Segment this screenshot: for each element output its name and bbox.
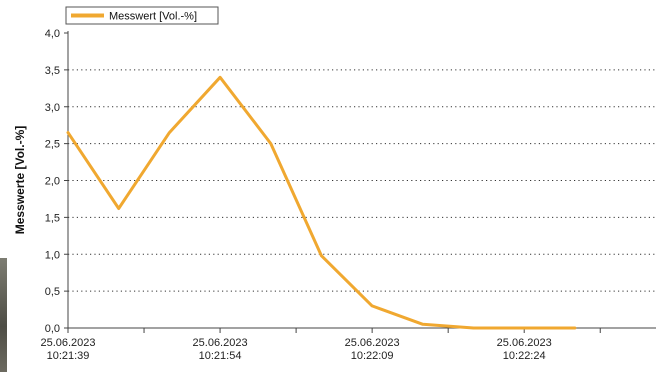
x-tick-date: 25.06.2023	[345, 337, 400, 349]
grid-lines	[68, 69, 656, 292]
series-line	[66, 75, 577, 330]
y-tick-label: 1,0	[45, 249, 60, 261]
y-tick-label: 1,5	[45, 212, 60, 224]
y-tick-label: 2,0	[45, 176, 60, 188]
y-tick-label: 2,5	[45, 139, 60, 151]
y-tick-label: 0,0	[45, 323, 60, 335]
legend-label: Messwert [Vol.-%]	[109, 11, 197, 23]
y-tick-label: 4,0	[45, 28, 60, 40]
y-axis-label: Messwerte [Vol.-%]	[13, 126, 27, 234]
x-tick-date: 25.06.2023	[497, 337, 552, 349]
y-tick-label: 3,5	[45, 65, 60, 77]
x-tick-time: 10:22:24	[503, 350, 546, 362]
x-tick-time: 10:22:09	[351, 350, 394, 362]
x-tick-date: 25.06.2023	[40, 337, 95, 349]
series-lines	[66, 75, 577, 330]
legend: Messwert [Vol.-%]	[65, 6, 219, 25]
y-tick-label: 3,0	[45, 102, 60, 114]
legend-box	[65, 6, 219, 25]
axes	[67, 31, 656, 329]
y-axis-ticks: 0,0 0,5 1,0 1,5 2,0 2,5 3,0 3,5 4,0	[45, 28, 68, 335]
x-axis-ticks: 25.06.202310:21:3925.06.202310:21:5425.0…	[40, 328, 601, 362]
x-tick-time: 10:21:39	[47, 350, 90, 362]
x-tick-date: 25.06.2023	[193, 337, 248, 349]
y-tick-label: 0,5	[45, 286, 60, 298]
photo-background-strip	[0, 258, 7, 372]
x-tick-time: 10:21:54	[199, 350, 242, 362]
